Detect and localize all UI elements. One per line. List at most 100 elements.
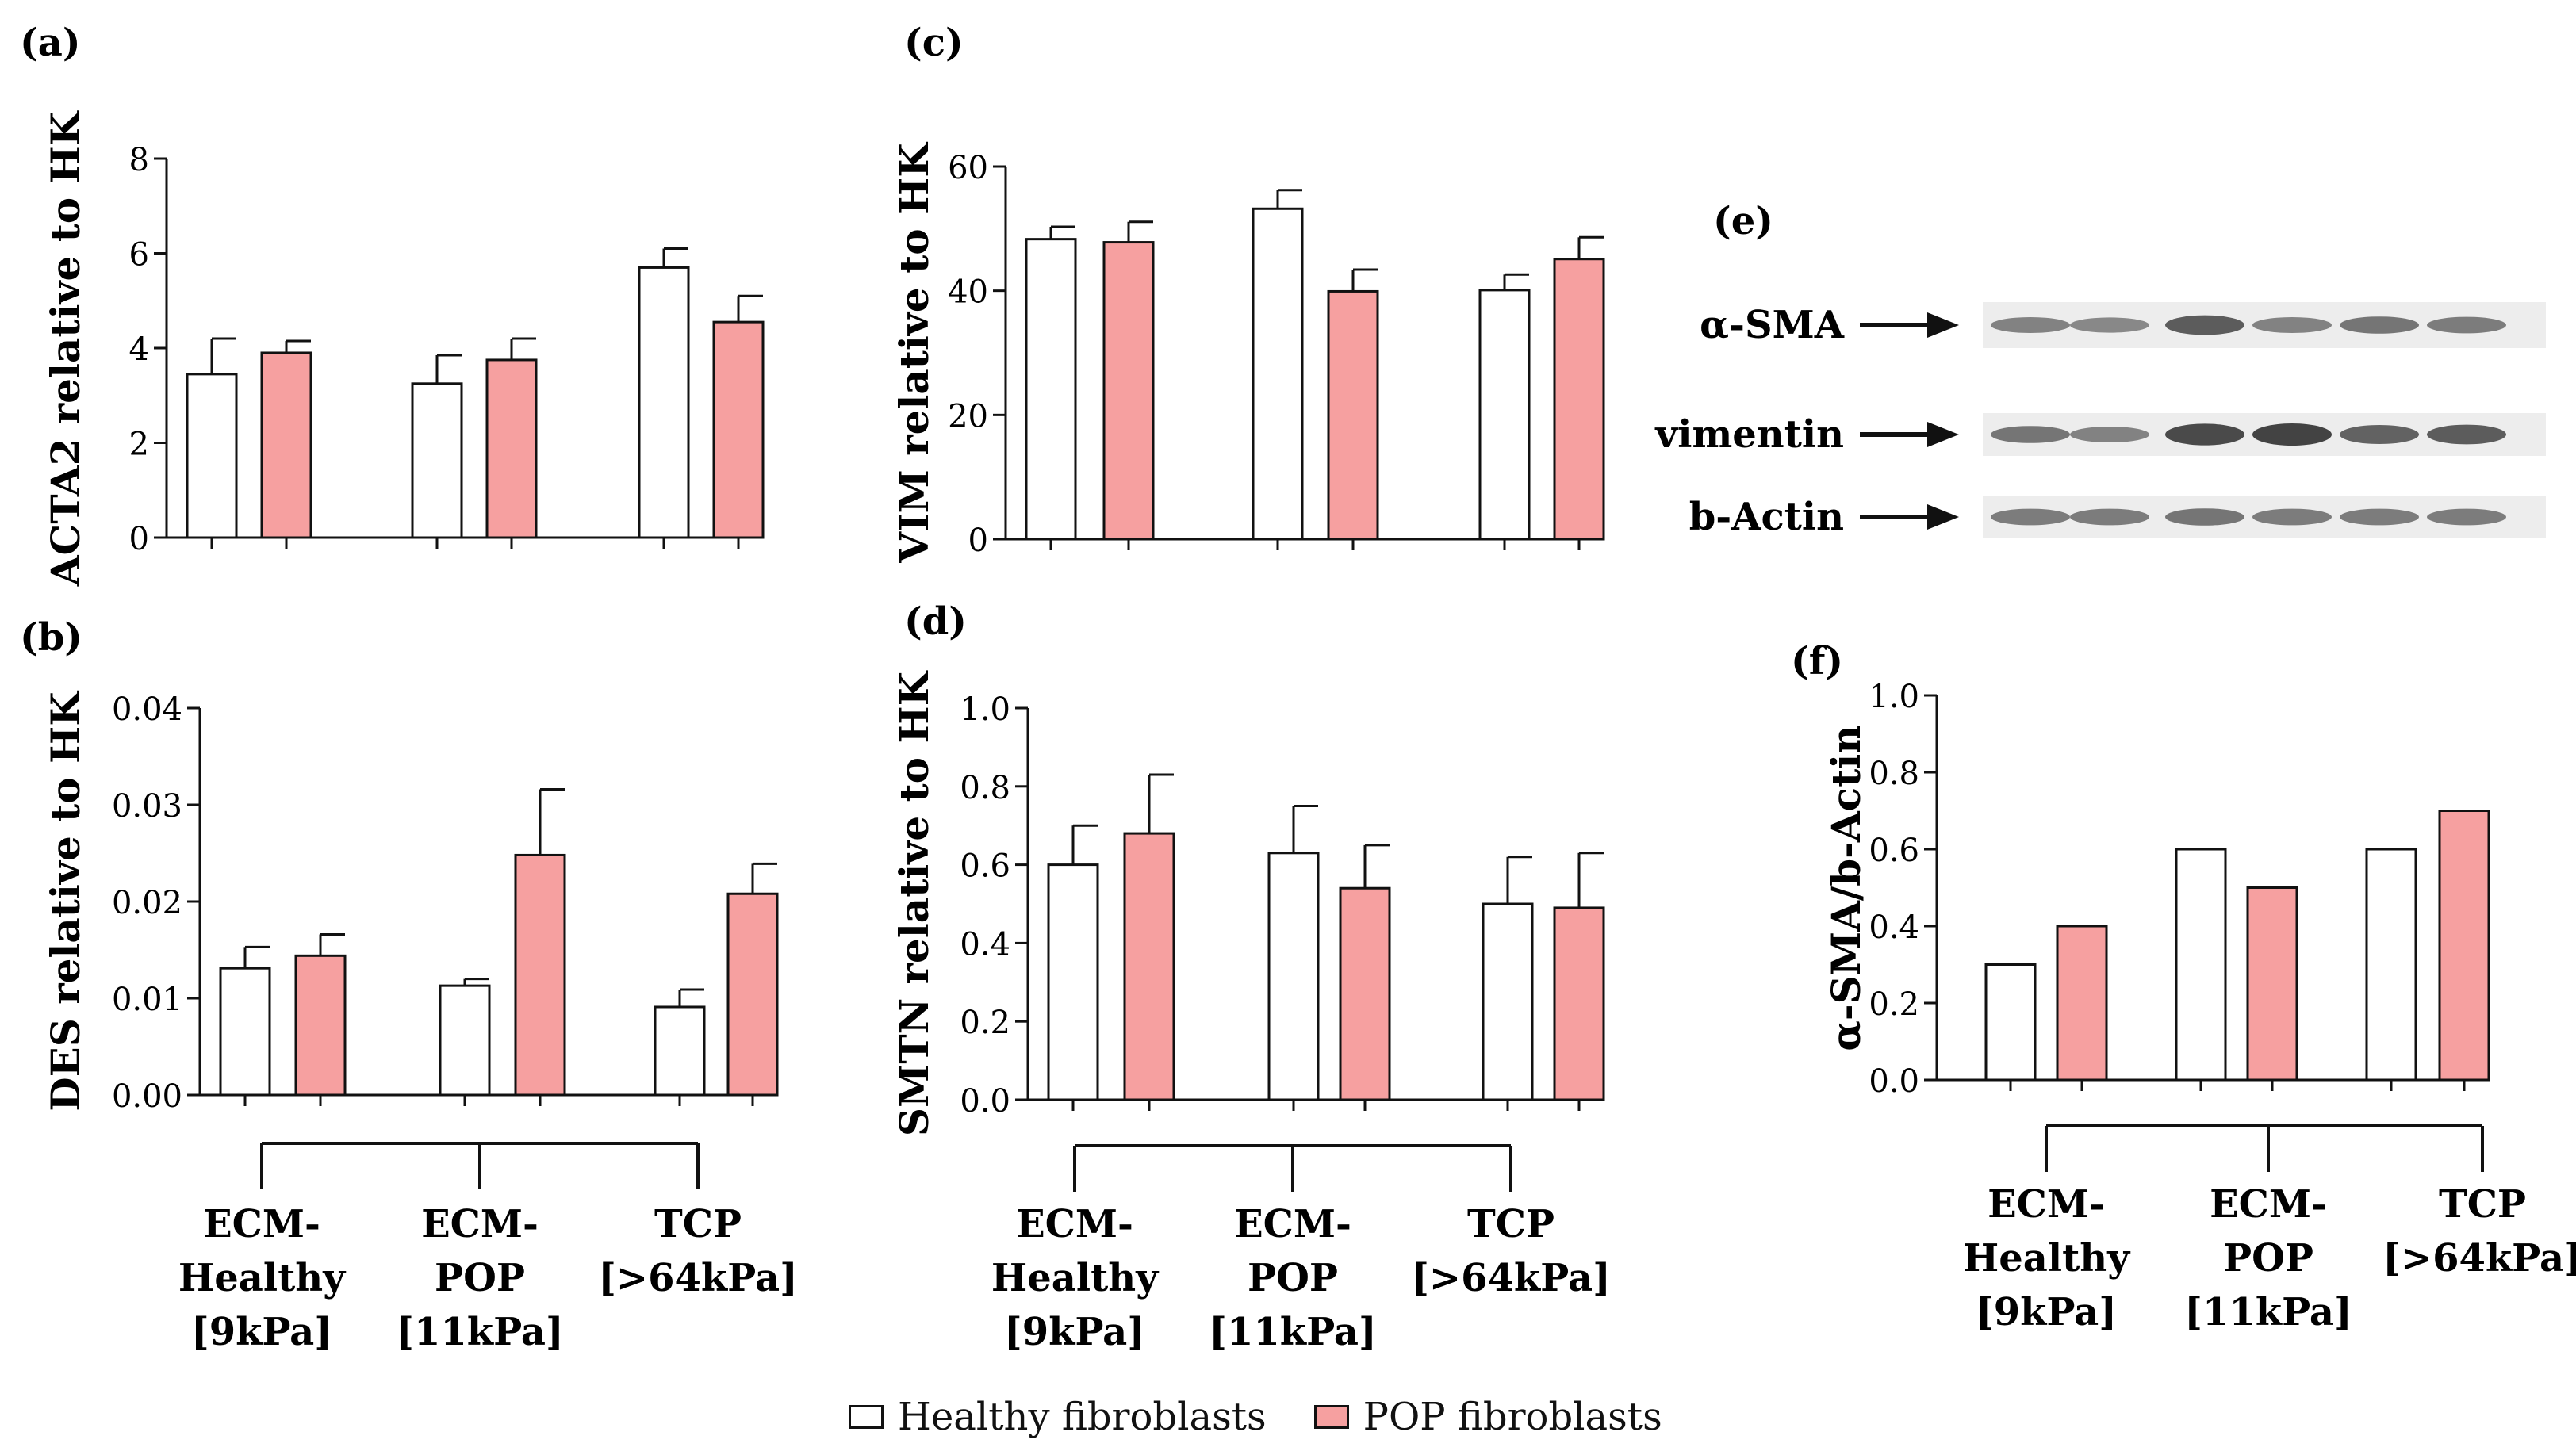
- y-axis-label-c: VIM relative to HK: [891, 142, 937, 564]
- bar-c-pop-2: [1553, 258, 1605, 541]
- bar-a-pop-1: [485, 358, 538, 539]
- blot-arrowhead-2: [1927, 504, 1959, 530]
- group-label-a-2: TCP: [654, 1202, 742, 1246]
- group-label-a-0: Healthy: [178, 1256, 347, 1300]
- blot-row-label: b-Actin: [1689, 495, 1844, 539]
- legend-item-pop: POP fibroblasts: [1313, 1395, 1662, 1439]
- bar-c-pop-1: [1327, 289, 1379, 541]
- blot-band-2-2: [2165, 508, 2244, 526]
- legend-swatch-healthy: [849, 1405, 884, 1429]
- blot-band-1-5: [2427, 424, 2506, 445]
- bar-c-healthy-0: [1025, 238, 1077, 541]
- bar-a-healthy-0: [186, 373, 238, 539]
- blot-band-2-3: [2252, 508, 2332, 526]
- blot-band-2-5: [2427, 508, 2506, 526]
- group-label-f-0: [9kPa]: [1976, 1290, 2117, 1334]
- group-label-f-2: [>64kPa]: [2382, 1236, 2576, 1281]
- bar-d-pop-2: [1553, 906, 1605, 1101]
- y-tick-label-a: 8: [129, 142, 149, 178]
- y-tick-label-d: 1.0: [960, 691, 1010, 728]
- legend-item-healthy: Healthy fibroblasts: [849, 1395, 1267, 1439]
- group-label-d-1: POP: [1248, 1256, 1338, 1300]
- group-label-f-1: POP: [2223, 1236, 2313, 1281]
- y-tick-label-c: 60: [948, 150, 988, 186]
- bar-f-pop-1: [2246, 886, 2298, 1082]
- y-tick-label-a: 0: [129, 521, 149, 557]
- blot-band-1-3: [2252, 423, 2332, 446]
- y-tick-label-b: 0.02: [112, 885, 182, 921]
- bar-d-healthy-2: [1482, 902, 1534, 1101]
- bar-b-pop-1: [514, 853, 566, 1097]
- blot-band-0-0: [1991, 317, 2070, 333]
- y-tick-label-f: 0.4: [1869, 909, 1919, 946]
- y-tick-label-f: 1.0: [1869, 679, 1919, 715]
- blot-arrowhead-1: [1927, 422, 1959, 447]
- y-tick-label-a: 6: [129, 237, 149, 274]
- bar-c-healthy-2: [1478, 289, 1531, 541]
- group-label-a-0: [9kPa]: [191, 1310, 332, 1354]
- panel-label-b: (b): [20, 615, 82, 660]
- y-tick-label-f: 0.6: [1869, 833, 1919, 869]
- group-label-d-0: ECM-: [1016, 1202, 1133, 1246]
- group-label-f-2: TCP: [2439, 1182, 2526, 1227]
- blot-arrowhead-0: [1927, 312, 1959, 338]
- group-label-f-1: ECM-: [2210, 1182, 2327, 1227]
- group-label-a-1: [11kPa]: [396, 1310, 563, 1354]
- group-label-a-0: ECM-: [203, 1202, 320, 1246]
- group-label-a-1: ECM-: [421, 1202, 539, 1246]
- blot-band-2-1: [2070, 508, 2149, 526]
- bar-b-healthy-0: [219, 967, 271, 1097]
- group-label-a-2: [>64kPa]: [598, 1256, 798, 1300]
- y-axis-label-b: DES relative to HK: [42, 691, 89, 1112]
- y-tick-label-c: 0: [968, 523, 988, 559]
- bar-b-healthy-1: [439, 984, 491, 1097]
- y-tick-label-b: 0.00: [112, 1078, 182, 1115]
- bar-a-pop-2: [712, 320, 765, 539]
- bar-a-healthy-1: [411, 382, 463, 539]
- bar-c-healthy-1: [1252, 207, 1304, 541]
- bar-d-healthy-1: [1267, 852, 1320, 1101]
- group-label-a-1: POP: [435, 1256, 525, 1300]
- blot-band-2-4: [2340, 508, 2419, 526]
- y-tick-label-d: 0.0: [960, 1083, 1010, 1120]
- y-tick-label-d: 0.8: [960, 770, 1010, 806]
- group-label-d-0: Healthy: [991, 1256, 1160, 1300]
- y-axis-label-f: α-SMA/b-Actin: [1823, 725, 1869, 1051]
- y-axis-label-d: SMTN relative to HK: [891, 670, 937, 1136]
- group-label-d-0: [9kPa]: [1004, 1310, 1145, 1354]
- blot-band-2-0: [1991, 508, 2070, 526]
- bar-d-pop-0: [1123, 832, 1175, 1101]
- panel-label-d: (d): [904, 599, 967, 644]
- bar-b-healthy-2: [654, 1005, 706, 1097]
- bar-b-pop-0: [294, 954, 347, 1097]
- blot-band-0-2: [2165, 315, 2244, 335]
- group-label-d-1: ECM-: [1234, 1202, 1351, 1246]
- group-label-d-2: TCP: [1467, 1202, 1554, 1246]
- blot-row-label: vimentin: [1654, 412, 1844, 457]
- blot-row-label: α-SMA: [1700, 303, 1845, 347]
- y-tick-label-d: 0.2: [960, 1005, 1010, 1041]
- group-label-f-0: Healthy: [1963, 1236, 2131, 1281]
- y-axis-label-a: ACTA2 relative to HK: [42, 110, 89, 587]
- group-label-f-0: ECM-: [1988, 1182, 2105, 1227]
- bar-a-healthy-2: [638, 266, 690, 539]
- bar-f-healthy-0: [1984, 963, 2037, 1082]
- bar-d-healthy-0: [1047, 863, 1099, 1101]
- bar-a-pop-0: [260, 351, 312, 539]
- blot-band-0-4: [2340, 316, 2419, 334]
- group-label-f-1: [11kPa]: [2184, 1290, 2352, 1334]
- bar-b-pop-2: [726, 892, 779, 1097]
- blot-band-1-1: [2070, 427, 2149, 442]
- legend-label-pop: POP fibroblasts: [1363, 1395, 1662, 1439]
- panel-label-f: (f): [1791, 639, 1843, 683]
- blot-band-0-5: [2427, 316, 2506, 334]
- group-label-d-1: [11kPa]: [1209, 1310, 1376, 1354]
- blot-band-1-0: [1991, 426, 2070, 443]
- y-tick-label-f: 0.8: [1869, 756, 1919, 792]
- y-tick-label-b: 0.03: [112, 788, 182, 825]
- blot-band-0-3: [2252, 317, 2332, 333]
- legend-label-healthy: Healthy fibroblasts: [898, 1395, 1267, 1439]
- bar-f-pop-2: [2438, 810, 2490, 1082]
- panel-label-e: (e): [1713, 199, 1773, 243]
